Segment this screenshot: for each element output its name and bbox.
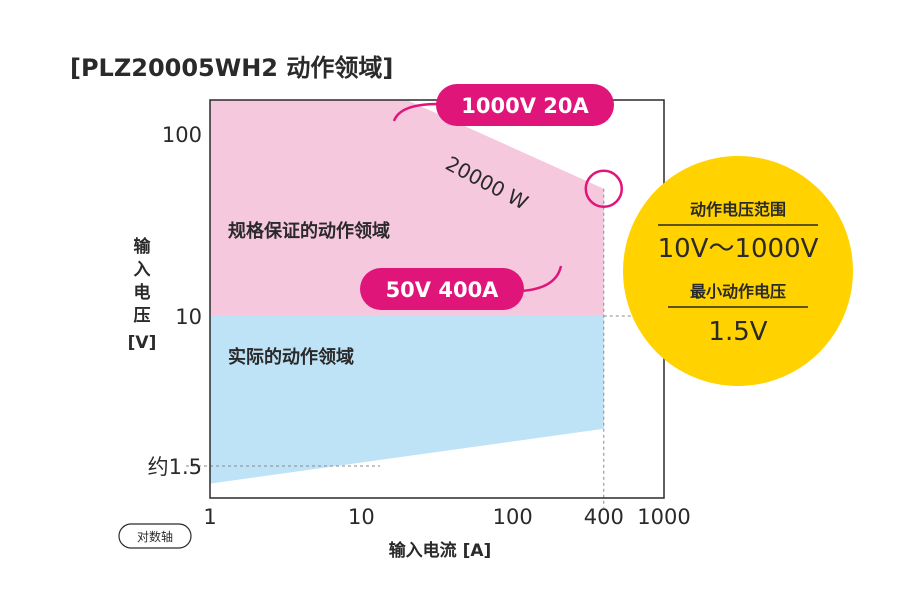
callout-connector-1000v-20a [392,102,439,122]
info-value-voltage-range: 10V～1000V [658,234,819,264]
x-axis-label: 输入电流 [A] [389,540,492,561]
x-tick-label: 400 [584,505,624,529]
chart-title: [PLZ20005WH2 动作领域] [70,54,393,82]
y-axis-label-char: 输 [134,236,152,257]
y-axis-label-unit: [V] [128,333,157,353]
x-tick-label: 100 [493,505,533,529]
y-axis-label-char: 电 [134,282,151,303]
x-tick-label: 10 [348,505,375,529]
log-scale-badge-label: 对数轴 [137,529,173,544]
y-tick-label: 约1.5 [148,455,202,479]
callout-pill-1000v-20a [436,84,614,126]
callout-text-50v-400a: 50V 400A [386,278,500,302]
region-spec-guaranteed [210,100,604,316]
callout-connector-50v-400a [519,265,563,293]
callout-marker-50v-400a [584,169,624,209]
x-tick-label: 1 [203,505,216,529]
log-scale-badge [118,523,192,549]
info-heading-min-voltage: 最小动作电压 [690,282,786,301]
region-actual [210,316,604,484]
x-tick-labels: 1 10 100 400 1000 [203,505,690,529]
guide-lines [186,188,638,508]
y-tick-label: 100 [162,123,202,147]
region-label-spec: 规格保证的动作领域 [228,220,390,242]
info-value-min-voltage: 1.5V [708,317,767,347]
info-heading-voltage-range: 动作电压范围 [690,200,786,219]
region-label-actual: 实际的动作领域 [228,346,354,368]
callout-text-1000v-20a: 1000V 20A [461,94,589,118]
callout-pill-50v-400a [360,268,524,310]
x-tick-label: 1000 [637,505,690,529]
info-circle [623,156,853,386]
y-axis-label-char: 压 [134,306,151,326]
y-tick-label: 10 [175,305,202,329]
y-axis-label-char: 入 [134,260,151,280]
